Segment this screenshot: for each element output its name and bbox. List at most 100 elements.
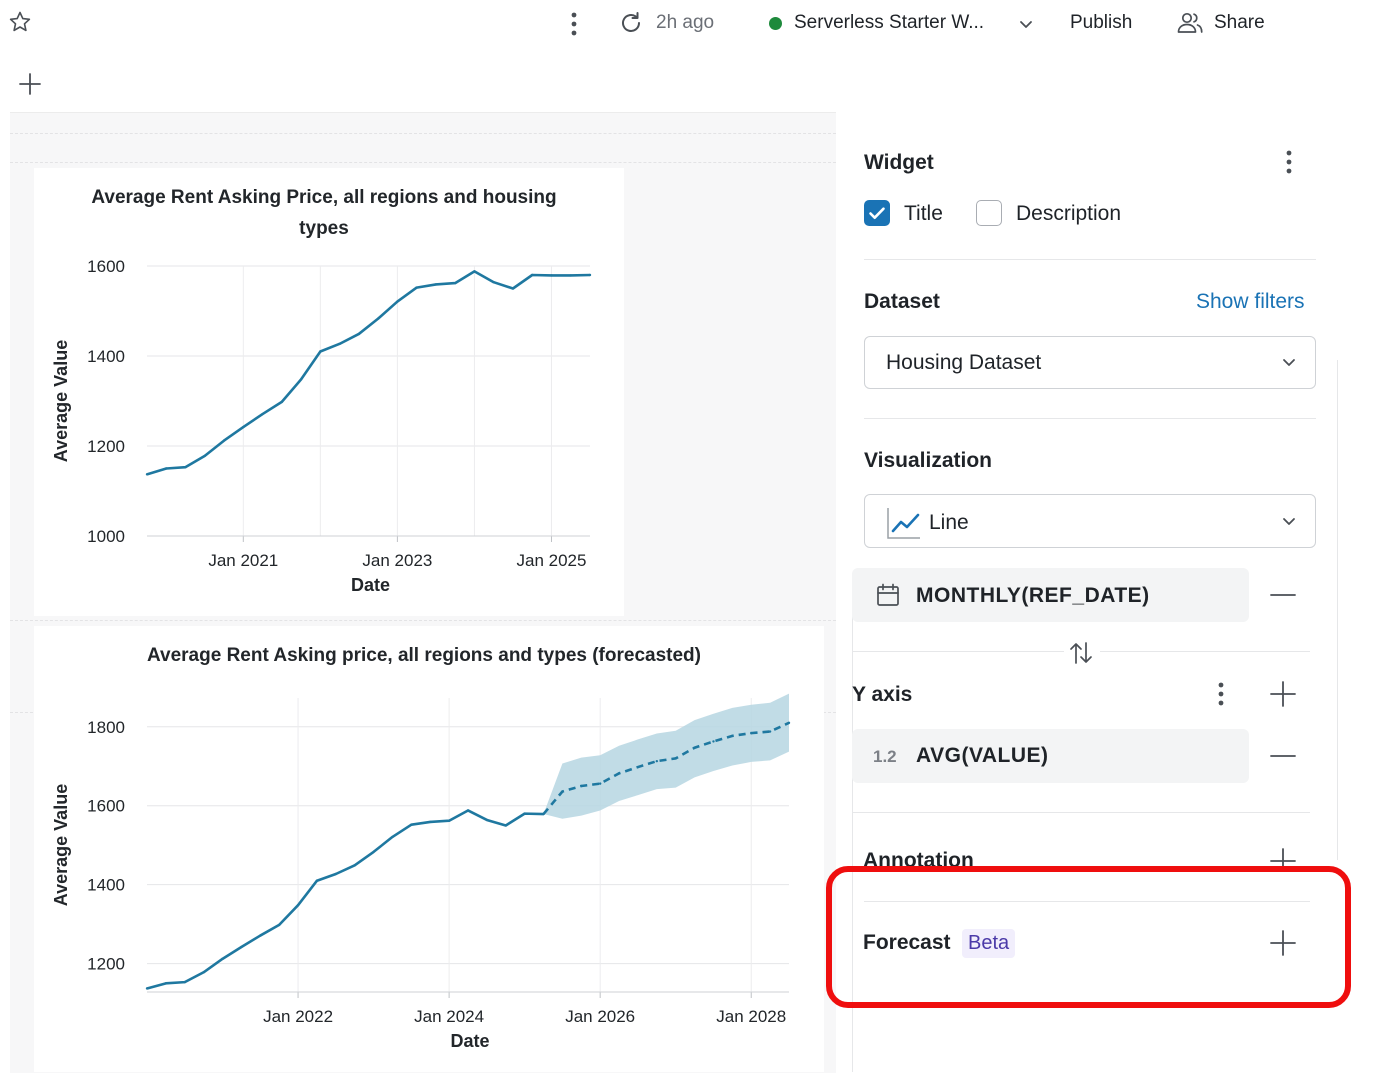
x-axis-title: Date (351, 575, 390, 595)
data-point (164, 982, 168, 985)
warehouse-selector[interactable]: Serverless Starter W... (794, 12, 985, 33)
title-checkbox[interactable] (864, 200, 890, 226)
show-filters-link[interactable]: Show filters (1196, 290, 1305, 313)
data-point (184, 465, 187, 469)
data-point (429, 820, 432, 824)
data-point (550, 274, 553, 277)
warehouse-status-dot (769, 17, 782, 30)
x-tick-label: Jan 2028 (716, 1007, 786, 1026)
data-point (296, 903, 300, 907)
forecast-confidence-band (543, 693, 789, 819)
data-point (434, 283, 438, 286)
add-annotation-plus-icon[interactable] (1270, 848, 1296, 868)
last-updated-text: 2h ago (656, 12, 715, 33)
data-point (410, 823, 413, 826)
data-point (542, 812, 545, 816)
divider (1100, 651, 1310, 652)
data-point (504, 824, 507, 827)
data-point (259, 934, 262, 937)
annotation-section-title: Annotation (863, 849, 974, 868)
chart-card-1[interactable]: Average Rent Asking Price, all regions a… (34, 168, 624, 616)
data-point (280, 400, 284, 404)
y-axis-title: Average Value (51, 784, 71, 906)
favorite-star-icon[interactable] (8, 10, 32, 39)
refresh-icon[interactable] (618, 10, 644, 41)
data-point (145, 987, 149, 990)
y-axis-section-title: Y axis (852, 683, 913, 706)
data-point (492, 281, 495, 284)
add-page-plus-icon[interactable] (17, 71, 43, 102)
data-point (453, 281, 457, 285)
forecast-point (768, 730, 772, 733)
x-axis-field[interactable]: MONTHLY(REF_DATE) (852, 568, 1249, 622)
chart-card-2[interactable]: Average Rent Asking price, all regions a… (34, 626, 824, 1072)
description-checkbox[interactable] (976, 200, 1002, 226)
y-tick-label: 1000 (87, 527, 125, 546)
forecast-series-line (542, 721, 790, 815)
data-point (511, 287, 515, 290)
x-tick-label: Jan 2026 (565, 1007, 635, 1026)
forecast-section-title: Forecast (863, 931, 951, 954)
y-axis-more-icon[interactable] (1212, 681, 1230, 712)
y-tick-label: 1200 (87, 437, 125, 456)
forecast-point (674, 757, 677, 760)
panel-scroll-track (1337, 360, 1338, 860)
chevron-down-icon[interactable] (1018, 16, 1034, 37)
grid-guide (10, 620, 836, 621)
description-checkbox-label[interactable]: Description (1016, 202, 1122, 225)
y-axis-field-label: AVG(VALUE) (916, 744, 1049, 767)
swap-axes-icon[interactable] (1068, 640, 1094, 671)
y-tick-label: 1600 (87, 797, 125, 816)
forecast-point (712, 740, 715, 743)
data-point (203, 454, 206, 458)
numeric-type-icon: 1.2 (873, 747, 897, 766)
data-point (466, 809, 470, 812)
title-checkbox-label[interactable]: Title (904, 202, 943, 225)
visualization-section-title: Visualization (864, 449, 992, 472)
divider (852, 812, 1310, 813)
chart-title: Average Rent Asking Price, all regions a… (91, 187, 557, 239)
x-axis-title: Date (450, 1031, 489, 1051)
grid-guide (10, 162, 836, 163)
chart-title: Average Rent Asking price, all regions a… (147, 645, 701, 666)
calendar-icon (876, 583, 900, 612)
grid-guide (10, 133, 836, 134)
y-axis-title: Average Value (51, 340, 71, 462)
add-y-field-plus-icon[interactable] (1270, 681, 1296, 712)
widget-more-icon[interactable] (1280, 149, 1298, 180)
x-tick-label: Jan 2023 (362, 551, 432, 570)
y-tick-label: 1800 (87, 718, 125, 737)
x-tick-label: Jan 2024 (414, 1007, 484, 1026)
divider (864, 418, 1316, 419)
forecast-point (561, 790, 564, 793)
divider (864, 901, 1310, 902)
more-options-icon[interactable] (565, 11, 583, 42)
dataset-select[interactable]: Housing Dataset (864, 336, 1316, 389)
forecast-point (580, 784, 583, 788)
data-point (319, 350, 322, 353)
forecast-point (731, 734, 734, 738)
publish-button[interactable]: Publish (1070, 12, 1133, 33)
y-axis-field[interactable]: 1.2 AVG(VALUE) (852, 729, 1249, 783)
share-button[interactable]: Share (1214, 12, 1265, 33)
visualization-select[interactable]: Line (864, 494, 1316, 548)
data-point (569, 274, 572, 277)
data-point (315, 879, 319, 882)
data-point (391, 835, 394, 839)
remove-y-field-icon[interactable] (1270, 745, 1296, 772)
data-point (357, 332, 361, 336)
data-point (396, 300, 399, 303)
add-forecast-plus-icon[interactable] (1270, 930, 1296, 961)
y-tick-label: 1200 (87, 955, 125, 974)
forecast-point (617, 772, 621, 775)
data-point (277, 923, 281, 927)
beta-badge: Beta (962, 929, 1016, 958)
share-users-icon[interactable] (1176, 11, 1204, 40)
x-tick-label: Jan 2022 (263, 1007, 333, 1026)
data-point (183, 980, 186, 984)
x-tick-label: Jan 2025 (517, 551, 587, 570)
remove-x-field-icon[interactable] (1270, 584, 1296, 611)
x-tick-label: Jan 2021 (208, 551, 278, 570)
chevron-down-icon (1281, 354, 1297, 375)
data-point (523, 812, 526, 815)
